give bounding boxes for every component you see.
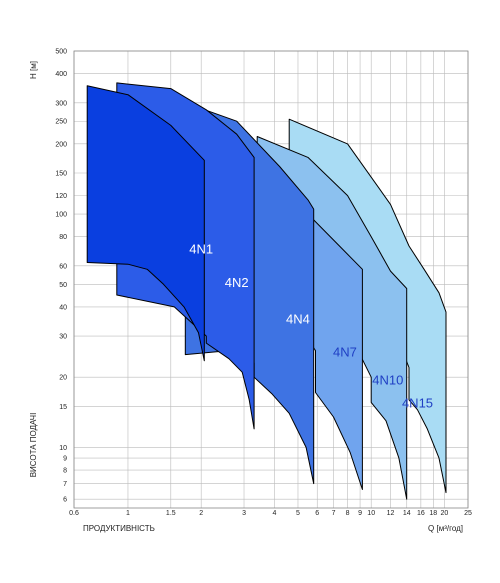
series-label: 4N15 — [402, 396, 433, 411]
x-tick-label: 14 — [403, 510, 411, 517]
x-tick-label: 4 — [272, 510, 276, 517]
series-label: 4N1 — [189, 242, 213, 257]
y-tick-label: 200 — [55, 141, 67, 148]
x-tick-label: 10 — [367, 510, 375, 517]
x-tick-label: 5 — [296, 510, 300, 517]
series-area-4n1 — [86, 85, 205, 362]
y-axis-title: H [м] — [29, 61, 38, 79]
series-label: 4N7 — [333, 345, 357, 360]
y-tick-label: 20 — [59, 375, 67, 382]
y-tick-label: 100 — [55, 212, 67, 219]
y-tick-label: 40 — [59, 304, 67, 311]
x-tick-label: 18 — [429, 510, 437, 517]
y-tick-label: 15 — [59, 404, 67, 411]
y-tick-label: 500 — [55, 49, 67, 56]
x-axis-left-title: ПРОДУКТИВНІСТЬ — [83, 524, 155, 533]
x-tick-labels: 0.6 1 1.5 2 3 4 5 6 7 8 9 10 12 14 16 18 20 25 — [69, 510, 472, 517]
x-tick-label: 20 — [441, 510, 449, 517]
y-tick-label: 120 — [55, 193, 67, 200]
x-tick-label: 0.6 — [69, 510, 79, 517]
y-tick-label: 400 — [55, 71, 67, 78]
y-tick-label: 10 — [59, 445, 67, 452]
y-tick-label: 9 — [63, 456, 67, 463]
x-tick-label: 9 — [358, 510, 362, 517]
series-label: 4N4 — [286, 311, 310, 326]
y-tick-label: 8 — [63, 468, 67, 475]
y-tick-label: 60 — [59, 263, 67, 270]
x-tick-label: 12 — [387, 510, 395, 517]
x-axis-title: Q [м³/год] — [428, 524, 463, 533]
y-tick-label: 80 — [59, 234, 67, 241]
y-tick-label: 150 — [55, 171, 67, 178]
x-tick-label: 8 — [346, 510, 350, 517]
x-tick-label: 3 — [242, 510, 246, 517]
y-tick-label: 50 — [59, 282, 67, 289]
series-label: 4N10 — [372, 373, 403, 388]
y-tick-label: 300 — [55, 100, 67, 107]
y-tick-label: 30 — [59, 334, 67, 341]
series-labels: 4N15 4N10 4N7 4N4 4N2 4N1 — [189, 242, 433, 411]
series-areas — [86, 82, 447, 500]
y-tick-labels: 6 7 8 9 10 15 20 30 40 50 60 80 100 120 150 200 250 300 40… — [55, 49, 67, 504]
y-axis-side-title: ВИСОТА ПОДАЧІ — [29, 413, 38, 478]
y-tick-label: 250 — [55, 119, 67, 126]
x-tick-label: 16 — [417, 510, 425, 517]
x-tick-label: 6 — [315, 510, 319, 517]
x-tick-label: 7 — [332, 510, 336, 517]
y-tick-label: 7 — [63, 481, 67, 488]
x-tick-label: 1.5 — [166, 510, 176, 517]
x-tick-label: 1 — [126, 510, 130, 517]
x-tick-label: 2 — [199, 510, 203, 517]
y-tick-label: 6 — [63, 497, 67, 504]
plot-frame — [73, 50, 469, 509]
x-tick-label: 25 — [464, 510, 472, 517]
series-label: 4N2 — [225, 275, 249, 290]
